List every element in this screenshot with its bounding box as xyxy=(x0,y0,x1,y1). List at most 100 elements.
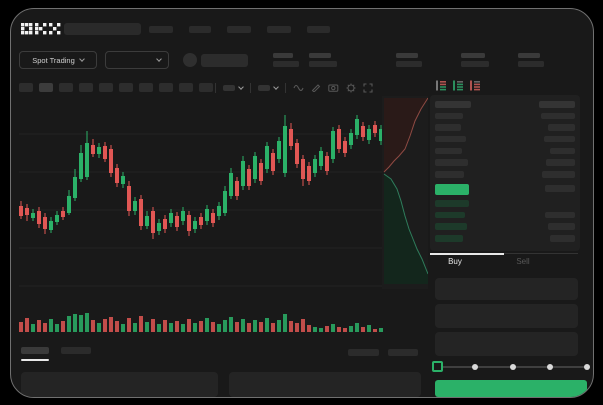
fullscreen-icon[interactable] xyxy=(363,82,373,93)
tabbar-divider xyxy=(504,253,578,254)
slider-dot[interactable] xyxy=(509,364,516,370)
tab-sell[interactable]: Sell xyxy=(516,257,530,266)
ask-row[interactable] xyxy=(435,124,575,131)
bid-size-placeholder xyxy=(548,223,575,230)
timeframe-button[interactable] xyxy=(39,83,53,92)
ticker-stat xyxy=(309,53,337,67)
camera-icon[interactable] xyxy=(328,83,339,92)
chart-style-dropdown[interactable] xyxy=(258,83,279,91)
stat-label-placeholder xyxy=(518,53,540,58)
ticker-stat xyxy=(396,53,422,67)
depth-chart[interactable] xyxy=(382,96,428,289)
style-label-placeholder xyxy=(258,84,270,91)
ask-price-placeholder xyxy=(435,112,463,119)
order-input[interactable] xyxy=(435,304,578,328)
bid-price-placeholder xyxy=(435,200,469,207)
search-input[interactable] xyxy=(64,23,141,35)
ticker-stat xyxy=(461,53,489,67)
coin-avatar[interactable] xyxy=(183,53,197,67)
timeframe-button[interactable] xyxy=(119,83,133,92)
bid-price-placeholder xyxy=(435,223,467,230)
ask-size-placeholder xyxy=(544,135,575,143)
ask-price-placeholder xyxy=(435,135,466,143)
nav-item[interactable] xyxy=(149,26,173,33)
last-price-badge[interactable] xyxy=(435,184,469,195)
timeframe-button[interactable] xyxy=(159,83,173,92)
slider-dot[interactable] xyxy=(546,364,553,370)
bottom-action-button[interactable] xyxy=(388,349,418,356)
bid-row[interactable] xyxy=(435,211,575,219)
book-asks-icon[interactable] xyxy=(470,80,481,91)
column-header-placeholder xyxy=(539,101,575,108)
pencil-icon[interactable] xyxy=(311,83,321,92)
bid-row[interactable] xyxy=(435,200,575,207)
order-input[interactable] xyxy=(435,332,578,356)
ask-row[interactable] xyxy=(435,112,575,120)
bid-price-placeholder xyxy=(435,211,465,219)
stat-value-placeholder xyxy=(309,61,337,67)
bottom-tab[interactable] xyxy=(21,347,49,354)
bottom-action-button[interactable] xyxy=(348,349,379,356)
wave-icon[interactable] xyxy=(293,83,304,92)
candlestick-chart[interactable] xyxy=(11,9,594,398)
timeframe-button[interactable] xyxy=(19,83,33,92)
ask-row[interactable] xyxy=(435,135,575,143)
order-input[interactable] xyxy=(435,278,578,300)
ask-size-placeholder xyxy=(546,159,575,166)
market-type-dropdown[interactable]: Spot Trading xyxy=(19,51,97,69)
ask-size-placeholder xyxy=(548,124,575,131)
ticker-stat xyxy=(273,53,299,67)
timeframe-button[interactable] xyxy=(179,83,193,92)
bottom-tab-active-underline xyxy=(21,359,49,361)
ask-size-placeholder xyxy=(550,147,575,155)
timeframe-button[interactable] xyxy=(79,83,93,92)
buy-tab-indicator xyxy=(430,253,504,255)
last-price-row[interactable] xyxy=(435,185,575,192)
bid-row[interactable] xyxy=(435,223,575,230)
stat-value-placeholder xyxy=(461,61,489,67)
slider-dot[interactable] xyxy=(584,364,590,370)
buy-submit-button[interactable] xyxy=(435,380,587,397)
nav-item[interactable] xyxy=(189,26,211,33)
book-split-icon[interactable] xyxy=(436,80,447,91)
ask-price-placeholder xyxy=(435,159,468,166)
market-type-label: Spot Trading xyxy=(32,55,75,65)
nav-item[interactable] xyxy=(307,26,330,33)
tab-buy[interactable]: Buy xyxy=(448,257,462,266)
pair-name-placeholder xyxy=(201,54,248,67)
book-bids-icon[interactable] xyxy=(453,80,464,91)
bid-size-placeholder xyxy=(545,211,575,219)
divider xyxy=(285,82,286,93)
timeframe-button[interactable] xyxy=(99,83,113,92)
stat-label-placeholder xyxy=(273,53,293,58)
stat-label-placeholder xyxy=(309,53,331,58)
timeframe-button[interactable] xyxy=(139,83,153,92)
ask-price-placeholder xyxy=(435,124,461,131)
ask-size-placeholder xyxy=(541,112,575,119)
ask-price-placeholder xyxy=(435,147,462,155)
okx-logo-glyph xyxy=(21,23,61,35)
size-placeholder xyxy=(545,185,575,192)
stat-value-placeholder xyxy=(273,61,299,67)
okx-logo[interactable]: OKX xyxy=(21,23,61,35)
bid-row[interactable] xyxy=(435,235,575,242)
bottom-tab[interactable] xyxy=(61,347,91,354)
slider-dot[interactable] xyxy=(472,364,479,370)
ask-row[interactable] xyxy=(435,159,575,166)
ask-row[interactable] xyxy=(435,147,575,155)
amount-slider-handle[interactable] xyxy=(432,361,443,372)
app-window: OKX Spot Trading xyxy=(10,8,594,398)
divider xyxy=(215,82,216,93)
bid-size-placeholder xyxy=(550,235,575,242)
timeframe-button[interactable] xyxy=(59,83,73,92)
column-header-placeholder xyxy=(435,101,471,108)
timeframe-button[interactable] xyxy=(199,83,213,92)
stat-label-placeholder xyxy=(396,53,418,58)
indicator-dropdown[interactable] xyxy=(223,83,244,91)
ask-row[interactable] xyxy=(435,171,575,178)
timeframe-row xyxy=(19,83,213,92)
nav-item[interactable] xyxy=(227,26,251,33)
pair-dropdown[interactable] xyxy=(105,51,169,69)
gear-icon[interactable] xyxy=(346,83,356,93)
nav-item[interactable] xyxy=(267,26,291,33)
